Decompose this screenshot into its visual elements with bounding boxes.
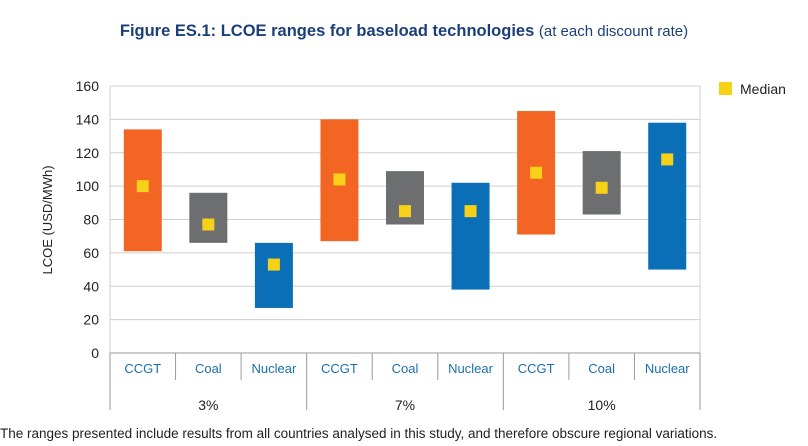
y-tick-label: 20	[83, 312, 99, 328]
legend-median-label: Median	[740, 81, 786, 97]
y-axis-label: LCOE (USD/MWh)	[40, 165, 55, 274]
x-category-label: CCGT	[518, 361, 555, 376]
median-marker	[661, 153, 674, 166]
x-group-label: 3%	[198, 397, 218, 413]
x-category-label: Nuclear	[448, 361, 493, 376]
y-tick-label: 0	[91, 345, 99, 361]
x-category-label: Nuclear	[645, 361, 690, 376]
median-marker	[530, 166, 543, 179]
x-group-label: 10%	[588, 397, 616, 413]
y-tick-labels: 0 20 40 60 80 100 120 140 160	[76, 78, 100, 361]
median-marker	[136, 180, 149, 193]
chart-title: Figure ES.1: LCOE ranges for baseload te…	[0, 22, 808, 41]
gridlines	[109, 85, 701, 353]
median-marker	[399, 205, 411, 218]
y-tick-label: 160	[76, 78, 100, 94]
chart-title-main: Figure ES.1: LCOE ranges for baseload te…	[119, 22, 535, 40]
range-bar-coal-3pct	[189, 192, 228, 243]
median-marker	[267, 258, 280, 271]
y-tick-label: 40	[83, 278, 99, 294]
legend-median-swatch	[719, 82, 732, 95]
x-category-label: Coal	[392, 361, 419, 376]
y-tick-label: 80	[83, 212, 99, 228]
y-tick-label: 120	[76, 145, 100, 161]
range-bar-nuclear-3pct	[254, 242, 293, 308]
median-marker	[333, 173, 346, 186]
x-category-label: Coal	[588, 361, 615, 376]
y-tick-label: 140	[76, 111, 100, 127]
x-category-label: CCGT	[321, 361, 358, 376]
y-tick-label: 60	[83, 245, 99, 261]
range-bar-nuclear-7pct	[451, 182, 490, 290]
range-bar-nuclear-10pct	[648, 122, 687, 270]
x-category-label: CCGT	[124, 361, 161, 376]
median-marker	[202, 218, 215, 231]
x-group-label: 7%	[395, 397, 415, 413]
x-category-label: Nuclear	[251, 361, 296, 376]
y-tick-label: 100	[76, 178, 100, 194]
x-category-label: Coal	[195, 361, 222, 376]
chart-title-sub: (at each discount rate)	[538, 23, 689, 40]
median-markers	[136, 153, 674, 271]
median-marker	[595, 181, 608, 194]
x-axis: CCGT Coal Nuclear CCGT Coal Nuclear CCGT Coal Nu…	[109, 352, 701, 413]
legend: Median	[719, 81, 786, 97]
median-marker	[464, 205, 477, 218]
range-bars	[123, 111, 687, 308]
footnote: The ranges presented include results fro…	[0, 426, 718, 441]
